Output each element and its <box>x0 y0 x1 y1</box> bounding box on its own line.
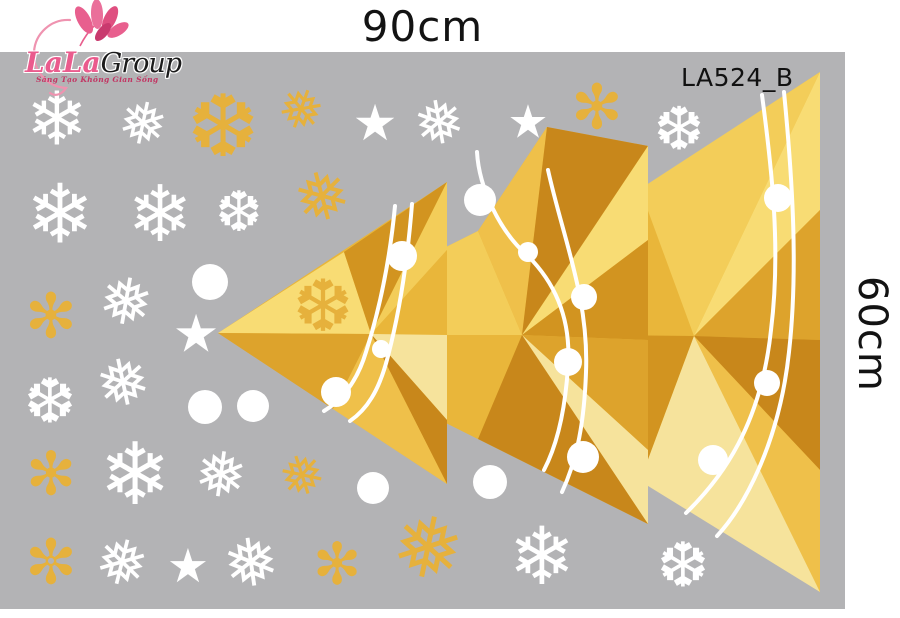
garland-strand <box>715 90 796 538</box>
tree-facet <box>478 127 547 335</box>
garland-bauble <box>372 340 390 358</box>
white-branch-snowflake: ❅ <box>218 521 283 605</box>
dot-sticker <box>188 390 222 424</box>
white-branch-snowflake: ❅ <box>190 435 252 515</box>
width-dimension-label: 90cm <box>361 2 484 51</box>
brand-tagline: Sáng Tạo Không Gian Sống <box>36 75 159 84</box>
white-solid-snowflake: ❄ <box>26 168 95 263</box>
garland-bauble <box>698 445 728 475</box>
garland-bauble <box>464 184 496 216</box>
flower-icon <box>74 0 129 47</box>
garland-bauble <box>554 348 582 376</box>
garland-bauble <box>764 184 792 212</box>
gold-lacy-snowflake: ❆ <box>187 77 259 177</box>
tree-facet <box>640 336 820 592</box>
white-lacy-snowflake: ❆ <box>24 364 76 437</box>
tree-facet <box>640 72 820 336</box>
gold-flower-snowflake: ✻ <box>26 440 76 510</box>
dot-sticker <box>192 264 228 300</box>
star-sticker: ★ <box>167 539 209 594</box>
white-branch-snowflake: ❅ <box>408 85 470 163</box>
brand-name-rest: Group <box>100 48 182 79</box>
white-solid-snowflake: ❄ <box>127 170 192 260</box>
gold-flower-snowflake: ✻ <box>25 279 77 352</box>
brand-name-script: LaLa <box>25 46 101 79</box>
logo-graphic <box>32 0 129 96</box>
tree-facet <box>478 335 648 524</box>
white-solid-snowflake: ❄ <box>26 77 88 163</box>
garland-bauble <box>754 370 780 396</box>
star-sticker: ★ <box>507 95 548 149</box>
white-solid-snowflake: ❄ <box>99 425 171 525</box>
brand-name: LaLaGroup <box>25 46 182 79</box>
garland-bauble <box>321 377 351 407</box>
swash-icon <box>32 18 72 96</box>
garland-bauble <box>518 242 538 262</box>
gold-flower2-snowflake: ✼ <box>25 525 77 598</box>
tree-facet <box>371 250 447 335</box>
tree-small <box>218 182 447 484</box>
height-dimension-label: 60cm <box>849 276 895 392</box>
garland-bauble <box>567 441 599 473</box>
white-lacy-snowflake: ❆ <box>216 180 263 245</box>
gold-flower-snowflake: ✻ <box>313 530 362 598</box>
dot-sticker <box>237 390 269 422</box>
white-lacy-snowflake: ❆ <box>657 528 709 601</box>
white-lacy-snowflake: ❆ <box>654 95 704 165</box>
star-sticker: ★ <box>353 94 398 152</box>
gold-flower-snowflake: ✻ <box>571 70 623 143</box>
tree-facet <box>694 210 820 340</box>
tree-facet <box>522 127 648 335</box>
garland-bauble <box>571 284 597 310</box>
gold-lacy-snowflake: ❆ <box>293 264 353 348</box>
star-sticker: ★ <box>173 305 220 365</box>
product-code-label: LA524_B <box>681 63 794 92</box>
white-branch-snowflake: ❅ <box>93 262 159 344</box>
white-solid-snowflake: ❄ <box>508 510 575 603</box>
brand-logo: LaLaGroup Sáng Tạo Không Gian Sống <box>0 0 182 100</box>
tree-facet <box>218 252 371 334</box>
tree-facet <box>333 334 447 484</box>
dot-sticker <box>473 465 507 499</box>
garland-bauble <box>387 241 417 271</box>
dot-sticker <box>357 472 389 504</box>
